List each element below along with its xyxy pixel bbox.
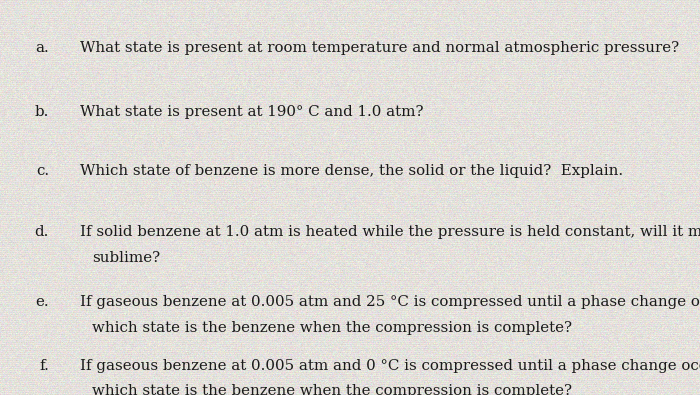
Text: If solid benzene at 1.0 atm is heated while the pressure is held constant, will : If solid benzene at 1.0 atm is heated wh… — [80, 225, 700, 239]
Text: e.: e. — [36, 295, 49, 309]
Text: which state is the benzene when the compression is complete?: which state is the benzene when the comp… — [92, 384, 573, 395]
Text: sublime?: sublime? — [92, 251, 160, 265]
Text: a.: a. — [35, 41, 49, 55]
Text: f.: f. — [39, 359, 49, 372]
Text: c.: c. — [36, 164, 49, 178]
Text: If gaseous benzene at 0.005 atm and 25 °C is compressed until a phase change occ: If gaseous benzene at 0.005 atm and 25 °… — [80, 295, 700, 309]
Text: If gaseous benzene at 0.005 atm and 0 °C is compressed until a phase change occu: If gaseous benzene at 0.005 atm and 0 °C… — [80, 359, 700, 372]
Text: What state is present at 190° C and 1.0 atm?: What state is present at 190° C and 1.0 … — [80, 105, 424, 118]
Text: b.: b. — [34, 105, 49, 118]
Text: Which state of benzene is more dense, the solid or the liquid?  Explain.: Which state of benzene is more dense, th… — [80, 164, 624, 178]
Text: d.: d. — [34, 225, 49, 239]
Text: which state is the benzene when the compression is complete?: which state is the benzene when the comp… — [92, 321, 573, 335]
Text: What state is present at room temperature and normal atmospheric pressure?: What state is present at room temperatur… — [80, 41, 680, 55]
